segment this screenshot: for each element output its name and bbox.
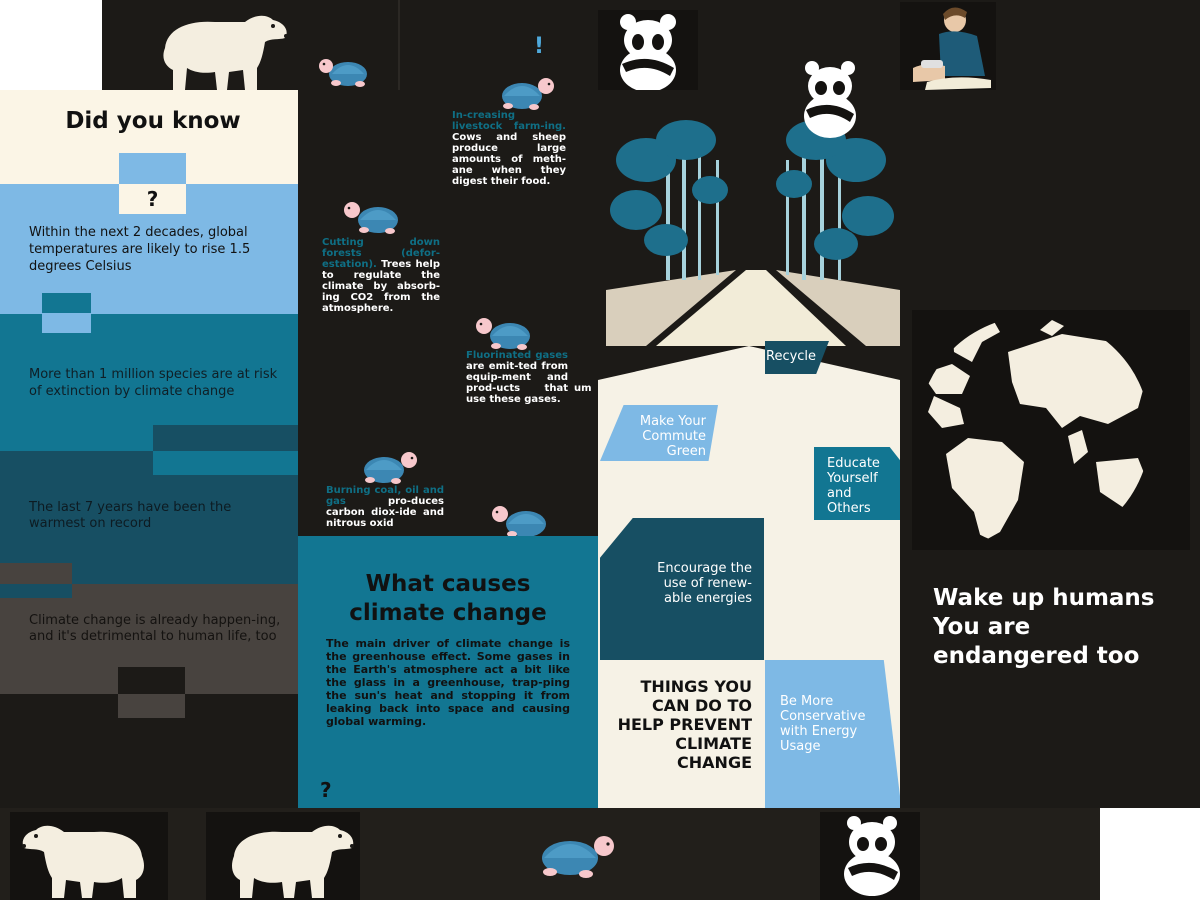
turtle-icon	[344, 202, 398, 234]
deco-square	[42, 293, 91, 313]
conservative-tag	[765, 660, 900, 808]
top-banner-gap	[398, 0, 400, 90]
cause-fluorinated: Fluorinated gases are emit-ted from equi…	[466, 350, 568, 405]
cause-forests: Cutting down forests (defor-estation). T…	[322, 237, 440, 314]
question-mark: ?	[146, 187, 159, 211]
causes-question-mark: ?	[320, 778, 332, 802]
stray-text: um	[574, 383, 592, 394]
wake-up-headline: Wake up humans You are endangered too	[933, 585, 1155, 669]
world-map-globe-icon	[922, 318, 1150, 542]
commute-tag	[600, 405, 718, 461]
cause-fluorinated-text: are emit-ted from equip-ment and prod-uc…	[466, 361, 568, 405]
cause-livestock: In-creasing livestock farm-ing. Cows and…	[452, 110, 566, 187]
deco-square	[0, 563, 72, 584]
recycle-tag	[765, 341, 829, 374]
panda-icon	[804, 61, 856, 138]
deco-square	[119, 153, 186, 184]
turtle-icon	[502, 78, 554, 110]
deco-square	[118, 667, 185, 694]
fact-3: The last 7 years have been the warmest o…	[29, 500, 232, 531]
causes-dark-area	[298, 90, 598, 536]
renewable-label: Encourage the use of renew-able energies	[657, 561, 752, 606]
cause-forests-highlight: Cutting down forests (defor-estation).	[322, 237, 440, 270]
recycle-label: Recycle	[766, 349, 817, 364]
educate-label: Educate Yourself and Others	[827, 456, 880, 516]
causes-title: What causes climate change	[349, 571, 547, 626]
fact-2: More than 1 million species are at risk …	[29, 367, 278, 399]
cause-fossil: Burning coal, oil and gas pro-duces carb…	[326, 485, 444, 529]
commute-label: Make Your Commute Green	[639, 414, 706, 459]
deco-square	[153, 451, 298, 475]
cause-forests-text: Trees help to regulate the climate by ab…	[322, 259, 440, 314]
deco-square	[118, 694, 185, 718]
question-box	[119, 184, 186, 214]
deco-square	[0, 584, 72, 598]
educate-tag	[814, 447, 900, 520]
polar-bear-icon	[22, 825, 144, 898]
turtle-icon	[319, 59, 367, 87]
cause-fossil-highlight: Burning coal, oil and gas	[326, 485, 444, 507]
did-you-know-title: Did you know	[65, 108, 241, 134]
causes-panel	[298, 536, 598, 808]
turtle-icon	[364, 452, 417, 484]
cause-livestock-highlight: In-creasing livestock farm-ing.	[452, 110, 566, 132]
forest-path-illustration	[606, 120, 900, 346]
cause-livestock-text: Cows and sheep produce large amounts of …	[452, 132, 566, 187]
fact-1: Within the next 2 decades, global temper…	[29, 225, 251, 274]
deco-square	[153, 425, 298, 451]
turtle-icon	[476, 318, 530, 350]
cause-fluorinated-highlight: Fluorinated gases	[466, 350, 568, 361]
turtle-icon	[542, 836, 614, 878]
panda-icon	[844, 816, 900, 896]
polar-bear-icon	[163, 15, 288, 90]
turtle-icon	[492, 506, 546, 536]
exclamation-mark: !	[534, 34, 545, 59]
panda-icon	[620, 14, 676, 92]
actions-heading: THINGS YOU CAN DO TO HELP PREVENT CLIMAT…	[617, 677, 752, 772]
person-sitting-icon	[913, 7, 991, 90]
polar-bear-icon	[232, 825, 354, 898]
causes-body: The main driver of climate change is the…	[326, 637, 570, 728]
renewable-tag	[600, 518, 764, 660]
fact-4: Climate change is already happen-ing, an…	[29, 613, 281, 644]
deco-square	[42, 314, 91, 333]
cause-fossil-text: pro-duces carbon diox-ide and nitrous ox…	[326, 496, 444, 529]
conservative-label: Be More Conservative with Energy Usage	[780, 694, 866, 754]
